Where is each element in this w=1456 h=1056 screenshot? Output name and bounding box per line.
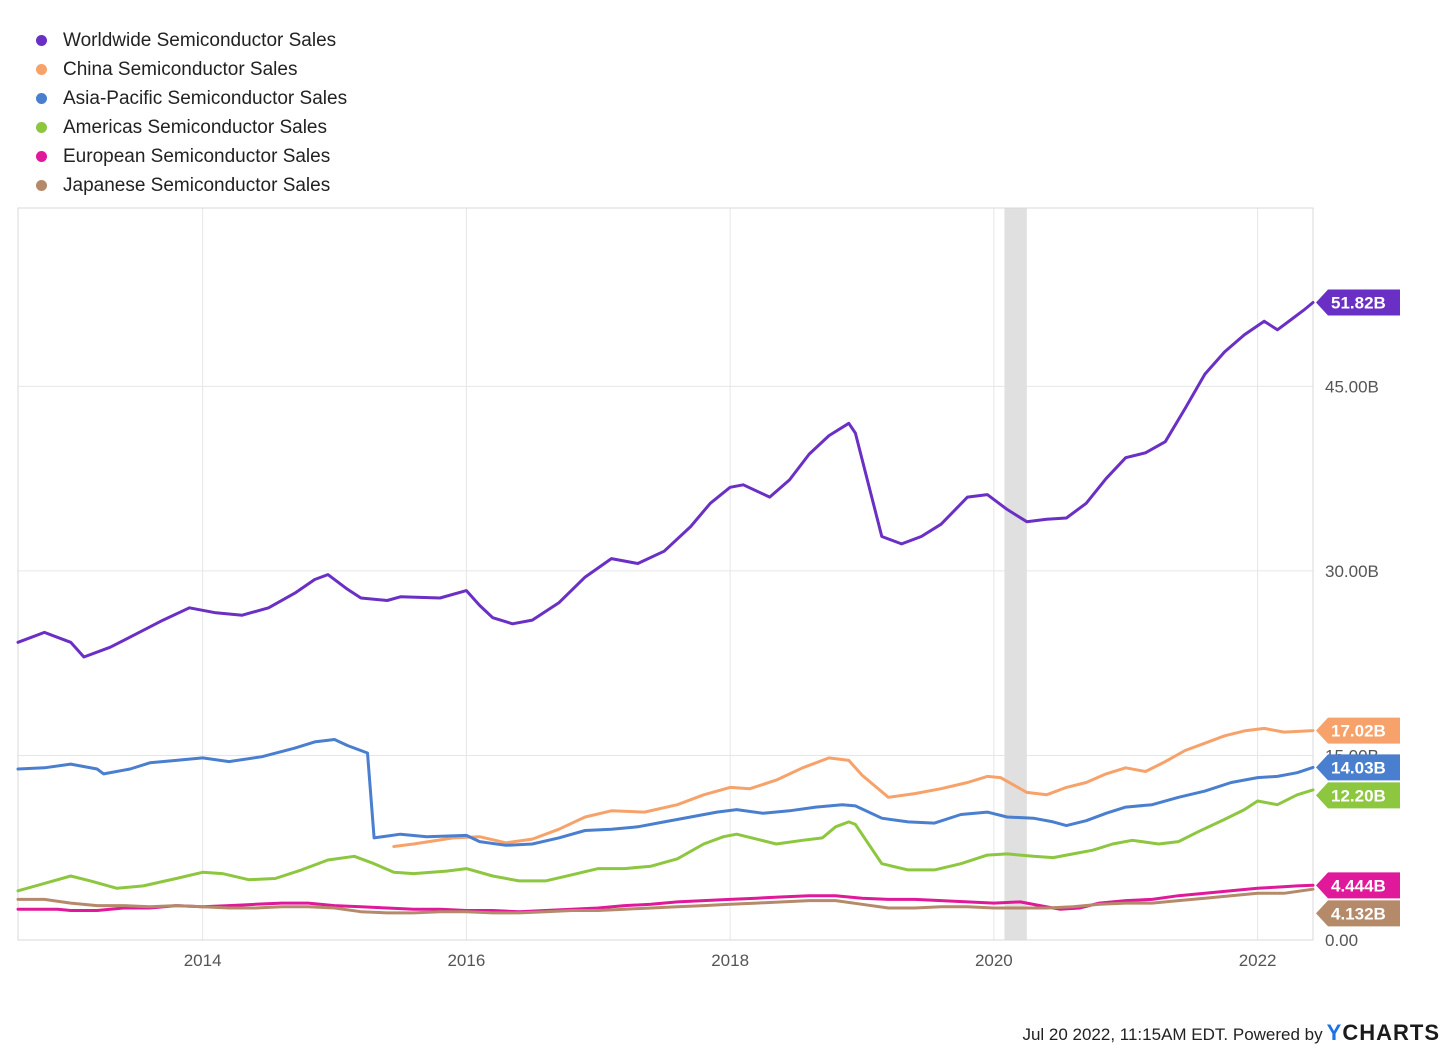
legend-label: Asia-Pacific Semiconductor Sales <box>63 87 348 109</box>
legend-item[interactable]: European Semiconductor Sales <box>36 142 347 171</box>
grid <box>18 208 1313 940</box>
x-tick-label: 2014 <box>184 951 222 970</box>
end-value-label: 51.82B <box>1331 293 1386 312</box>
legend-label: European Semiconductor Sales <box>63 145 331 167</box>
legend-dot-icon <box>36 35 47 46</box>
legend-item[interactable]: China Semiconductor Sales <box>36 55 347 84</box>
end-value-tag <box>1316 900 1400 927</box>
series-line <box>16 301 1315 659</box>
x-tick-label: 2022 <box>1239 951 1277 970</box>
legend-label: China Semiconductor Sales <box>63 58 298 80</box>
series-line <box>16 887 1315 915</box>
recession-band <box>1004 208 1027 940</box>
ycharts-logo[interactable]: YCHARTS <box>1327 1020 1440 1046</box>
legend-label: Americas Semiconductor Sales <box>63 116 327 138</box>
y-tick-label: 0.00 <box>1325 931 1358 950</box>
series-line <box>16 788 1315 893</box>
chart-footer: Jul 20 2022, 11:15AM EDT. Powered by YCH… <box>1022 1020 1440 1046</box>
series-line <box>16 738 1315 847</box>
legend-label: Japanese Semiconductor Sales <box>63 174 331 196</box>
legend-item[interactable]: Worldwide Semiconductor Sales <box>36 26 347 55</box>
end-value-label: 4.132B <box>1331 904 1386 923</box>
ycharts-logo-y: Y <box>1326 1020 1343 1045</box>
legend-label: Worldwide Semiconductor Sales <box>63 29 337 51</box>
recession-band-layer <box>1004 208 1027 940</box>
end-value-tag <box>1316 782 1400 809</box>
end-value-label: 17.02B <box>1331 722 1386 741</box>
legend-dot-icon <box>36 151 47 162</box>
y-tick-label: 30.00B <box>1325 562 1379 581</box>
end-value-tag <box>1316 717 1400 744</box>
x-tick-label: 2020 <box>975 951 1013 970</box>
series-line <box>16 883 1315 914</box>
y-tick-label: 45.00B <box>1325 377 1379 396</box>
end-value-labels: 51.82B 17.02B 14.03B 12.20B 4.444B 4.132B <box>1316 289 1400 927</box>
end-value-tag <box>1316 754 1400 781</box>
end-value-label: 4.444B <box>1331 876 1386 895</box>
x-tick-label: 2016 <box>447 951 485 970</box>
legend-item[interactable]: Japanese Semiconductor Sales <box>36 171 347 200</box>
legend-dot-icon <box>36 180 47 191</box>
ycharts-logo-text: CHARTS <box>1342 1020 1440 1045</box>
legend-dot-icon <box>36 64 47 75</box>
legend-dot-icon <box>36 93 47 104</box>
legend-dot-icon <box>36 122 47 133</box>
series-layer <box>16 301 1315 915</box>
axis-labels: 201420162018202020220.0015.00B30.00B45.0… <box>184 377 1379 970</box>
series-line <box>392 726 1315 848</box>
end-value-tag <box>1316 289 1400 316</box>
plot-border <box>17 207 1314 941</box>
end-value-label: 12.20B <box>1331 786 1386 805</box>
chart-legend: Worldwide Semiconductor Sales China Semic… <box>36 26 347 200</box>
end-value-tag <box>1316 872 1400 899</box>
x-tick-label: 2018 <box>711 951 749 970</box>
legend-item[interactable]: Americas Semiconductor Sales <box>36 113 347 142</box>
legend-item[interactable]: Asia-Pacific Semiconductor Sales <box>36 84 347 113</box>
footer-timestamp: Jul 20 2022, 11:15AM EDT. Powered by <box>1022 1025 1323 1044</box>
end-value-label: 14.03B <box>1331 758 1386 777</box>
